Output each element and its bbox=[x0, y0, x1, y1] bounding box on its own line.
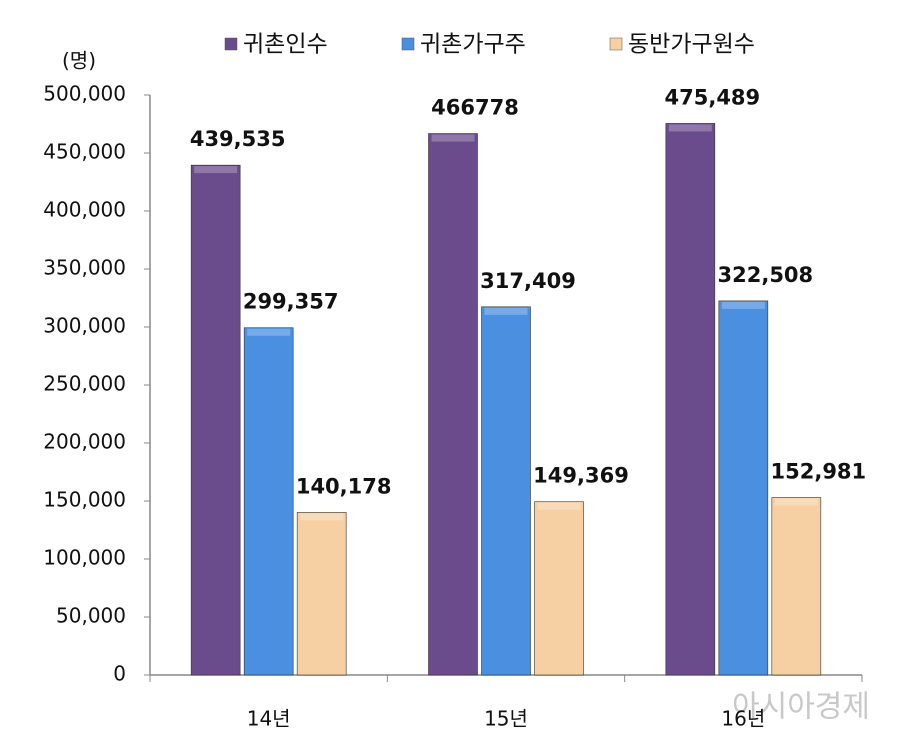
bar-shine bbox=[537, 502, 581, 510]
bar bbox=[243, 327, 294, 676]
bar-shine bbox=[247, 328, 291, 336]
y-tick-label: 500,000 bbox=[43, 82, 126, 106]
bar-shine bbox=[668, 124, 712, 132]
bar bbox=[665, 123, 716, 676]
y-tick-label: 400,000 bbox=[43, 198, 126, 222]
legend-label: 귀촌인수 bbox=[243, 32, 328, 58]
legend-label: 귀촌가구주 bbox=[420, 32, 526, 58]
x-tick-label: 16년 bbox=[721, 707, 765, 731]
bar-shine bbox=[431, 134, 475, 142]
x-tick-label: 15년 bbox=[484, 707, 528, 731]
value-label: 299,357 bbox=[243, 290, 339, 314]
x-tick-label: 14년 bbox=[247, 707, 291, 731]
legend-swatch bbox=[224, 37, 238, 51]
y-tick-label: 100,000 bbox=[43, 546, 126, 570]
bar bbox=[428, 133, 478, 676]
y-tick-label: 300,000 bbox=[43, 314, 126, 338]
bar bbox=[718, 300, 769, 676]
value-label: 322,508 bbox=[718, 263, 814, 287]
bar-shine bbox=[300, 513, 344, 521]
y-tick-label: 50,000 bbox=[56, 604, 126, 628]
value-label: 149,369 bbox=[533, 464, 629, 488]
bar bbox=[296, 512, 347, 676]
y-tick-label: 250,000 bbox=[43, 372, 126, 396]
legend-label: 동반가구원수 bbox=[628, 32, 755, 58]
value-label: 439,535 bbox=[190, 127, 286, 151]
bar-shine bbox=[484, 307, 528, 315]
bar bbox=[481, 306, 531, 676]
bar-shine bbox=[194, 166, 238, 174]
value-label: 466778 bbox=[431, 96, 519, 120]
y-tick-label: 150,000 bbox=[43, 488, 126, 512]
value-label: 152,981 bbox=[771, 460, 867, 484]
y-tick-label: 200,000 bbox=[43, 430, 126, 454]
bar bbox=[771, 497, 822, 676]
bar-shine bbox=[774, 498, 818, 506]
bar-shine bbox=[721, 301, 765, 309]
y-tick-label: 350,000 bbox=[43, 256, 126, 280]
value-label: 317,409 bbox=[480, 269, 576, 293]
y-axis-label: (명) bbox=[62, 49, 96, 73]
watermark: 아시아경제 bbox=[732, 690, 870, 725]
y-tick-label: 450,000 bbox=[43, 140, 126, 164]
value-label: 140,178 bbox=[296, 474, 392, 498]
legend-swatch bbox=[401, 37, 415, 51]
bar bbox=[534, 501, 584, 676]
value-label: 475,489 bbox=[665, 85, 761, 109]
bar bbox=[190, 164, 241, 676]
legend-swatch bbox=[609, 37, 623, 51]
y-tick-label: 0 bbox=[113, 662, 126, 686]
